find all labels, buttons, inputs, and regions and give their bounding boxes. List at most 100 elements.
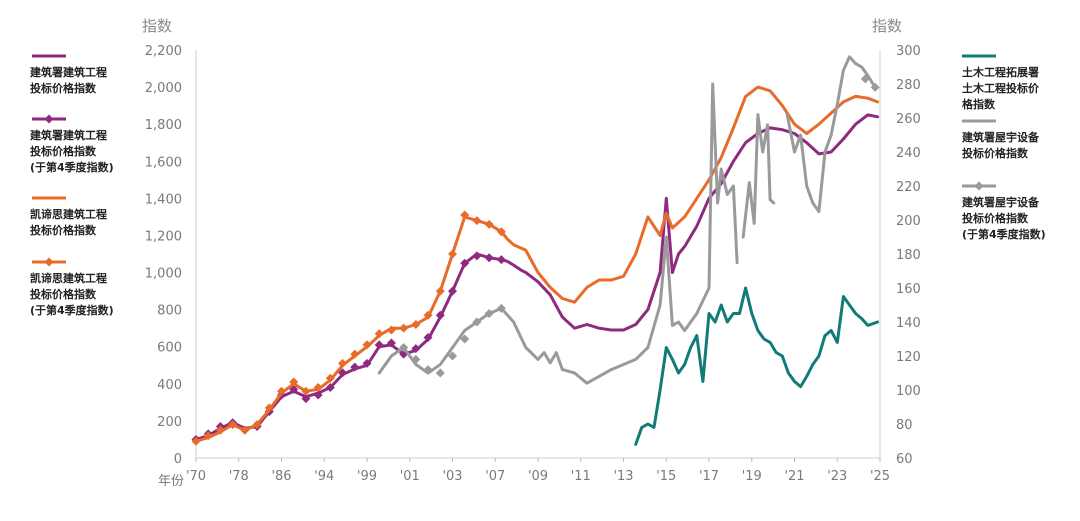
legend-label: (于第4季度指数) <box>962 227 1046 241</box>
series-point-3 <box>325 373 335 383</box>
legend-label: 格指数 <box>962 97 996 111</box>
series-point-1 <box>411 344 421 354</box>
series-point-8 <box>484 309 494 318</box>
legend-label: 土木工程投标价 <box>962 81 1040 95</box>
series-point-8 <box>860 74 870 84</box>
series-line-2 <box>194 85 880 443</box>
series-point-1 <box>435 310 445 320</box>
series-line-6 <box>741 113 776 239</box>
x-tick-label: '21 <box>784 469 804 484</box>
series-line-0 <box>194 113 880 441</box>
legend-marker <box>44 114 54 124</box>
legend-marker <box>974 181 984 191</box>
series-point-3 <box>496 227 506 237</box>
series-point-8 <box>496 303 506 313</box>
x-tick-label: '13 <box>613 469 633 484</box>
right-tick-label: 80 <box>896 418 913 433</box>
x-tick-label: '09 <box>528 469 548 484</box>
x-tick-label: '23 <box>827 469 847 484</box>
series-point-3 <box>289 377 299 387</box>
series-point-1 <box>362 358 372 368</box>
left-tick-label: 1,600 <box>145 155 182 170</box>
legend-right: 土木工程拓展署土木工程投标价格指数建筑署屋宇设备投标价格指数建筑署屋宇设备投标价… <box>962 54 1046 241</box>
legend-label: (于第4季度指数) <box>30 303 114 317</box>
series-point-3 <box>215 425 225 435</box>
series-point-3 <box>399 323 409 333</box>
x-tick-label: '70 <box>186 469 206 484</box>
x-tick-labels: '70 '78 '86 '94 '99 '01 '03 '07 '09 '11 '13 '15 '17 '… <box>186 458 890 484</box>
left-tick-label: 1,200 <box>145 229 182 244</box>
left-tick-label: 1,000 <box>145 267 182 282</box>
right-axis-title: 指数 <box>872 17 902 35</box>
series-point-3 <box>448 249 457 259</box>
series-point-3 <box>350 349 360 359</box>
x-axis-title: 年份 <box>158 474 184 489</box>
legend-label: 凯谛思建筑工程 <box>30 271 107 285</box>
series-point-1 <box>301 394 311 404</box>
x-tick-label: '07 <box>485 469 505 484</box>
right-tick-label: 200 <box>896 214 921 229</box>
right-tick-label: 280 <box>896 78 921 93</box>
series-point-8 <box>435 368 445 378</box>
left-tick-label: 2,200 <box>145 44 182 59</box>
left-tick-label: 2,000 <box>145 81 182 96</box>
legend-label: 投标价格指数 <box>30 144 97 158</box>
left-tick-label: 600 <box>157 341 182 356</box>
legend-label: 投标价格指数 <box>30 81 97 95</box>
series-point-3 <box>191 436 201 446</box>
series-point-8 <box>399 343 409 352</box>
left-axis-title: 指数 <box>142 17 172 35</box>
series-point-1 <box>472 251 482 261</box>
series-point-3 <box>435 286 445 296</box>
series-point-1 <box>313 390 323 400</box>
series-point-3 <box>374 329 384 339</box>
series-point-3 <box>362 340 372 350</box>
right-tick-label: 140 <box>896 316 921 331</box>
series-line-4 <box>634 286 880 446</box>
series-point-3 <box>338 358 348 368</box>
legend-label: 建筑署屋宇设备 <box>962 195 1040 209</box>
series-layer <box>191 55 880 446</box>
series-point-1 <box>496 255 506 265</box>
right-tick-label: 60 <box>896 452 913 467</box>
legend-label: 土木工程拓展署 <box>962 65 1039 79</box>
legend-label: 投标价格指数 <box>962 146 1029 160</box>
series-point-1 <box>484 253 494 263</box>
legend-label: (于第4季度指数) <box>30 160 114 174</box>
x-tick-label: '78 <box>229 469 249 484</box>
legend-label: 投标价格指数 <box>30 287 97 301</box>
left-tick-label: 800 <box>157 304 182 319</box>
x-tick-label: '15 <box>656 469 676 484</box>
series-line-5 <box>377 82 739 385</box>
right-tick-labels: 60 80 100 120 140 160 180 200 220 240 260 280 300 <box>896 44 921 467</box>
legend-label: 建筑署屋宇设备 <box>962 130 1040 144</box>
series-point-8 <box>411 354 421 364</box>
series-point-3 <box>252 420 262 430</box>
series-point-3 <box>203 431 213 441</box>
legend-marker <box>44 257 54 267</box>
x-tick-label: '86 <box>271 469 291 484</box>
right-tick-label: 100 <box>896 384 921 399</box>
series-point-3 <box>472 216 482 226</box>
series-point-8 <box>870 82 880 92</box>
legend-label: 建筑署建筑工程 <box>30 65 107 79</box>
series-point-1 <box>325 383 335 393</box>
right-tick-label: 120 <box>896 350 921 365</box>
series-point-1 <box>350 362 360 372</box>
x-tick-label: '19 <box>742 469 762 484</box>
series-point-3 <box>277 386 286 396</box>
series-point-8 <box>423 365 433 375</box>
series-point-1 <box>423 332 433 342</box>
series-point-8 <box>472 317 482 327</box>
series-point-3 <box>423 310 433 320</box>
x-tick-label: '01 <box>400 469 420 484</box>
left-tick-label: 200 <box>157 415 182 430</box>
series-point-3 <box>264 403 274 413</box>
series-point-1 <box>338 368 348 378</box>
x-tick-label: '99 <box>357 469 377 484</box>
series-point-3 <box>313 383 323 393</box>
x-tick-label: '17 <box>699 469 719 484</box>
series-point-1 <box>460 258 470 268</box>
x-tick-label: '11 <box>571 469 591 484</box>
series-point-8 <box>460 334 470 344</box>
